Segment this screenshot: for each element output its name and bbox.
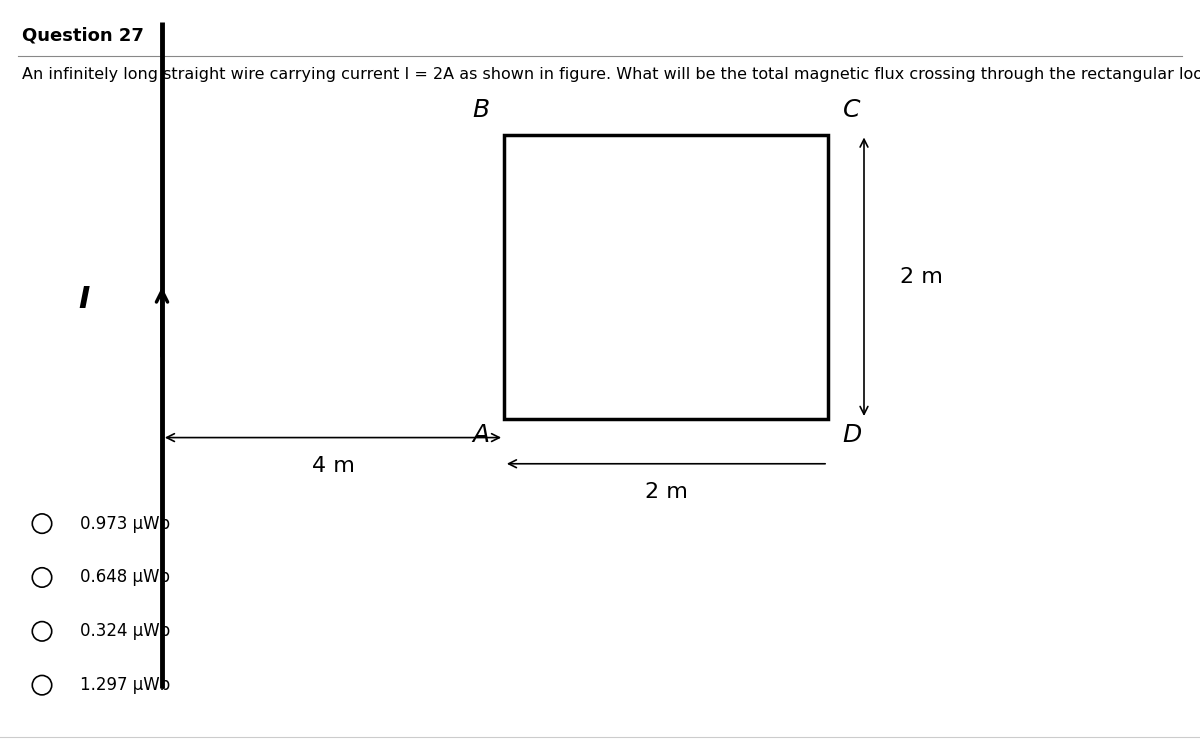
Text: $D$: $D$ [842, 423, 863, 447]
Text: 2 m: 2 m [644, 482, 688, 503]
Text: I: I [78, 285, 90, 313]
Text: $C$: $C$ [842, 98, 862, 122]
Text: $B$: $B$ [472, 98, 490, 122]
Text: 1.297 μWb: 1.297 μWb [80, 676, 170, 694]
Text: 0.648 μWb: 0.648 μWb [80, 568, 170, 586]
Text: 0.973 μWb: 0.973 μWb [80, 515, 170, 533]
Text: 4 m: 4 m [312, 456, 354, 476]
Text: $A$: $A$ [470, 423, 490, 447]
Text: An infinitely long straight wire carrying current I = 2A as shown in figure. Wha: An infinitely long straight wire carryin… [22, 67, 1200, 82]
Text: 0.324 μWb: 0.324 μWb [80, 622, 170, 640]
Text: 2 m: 2 m [900, 267, 943, 286]
Text: Question 27: Question 27 [22, 26, 144, 44]
Bar [504, 135, 828, 419]
